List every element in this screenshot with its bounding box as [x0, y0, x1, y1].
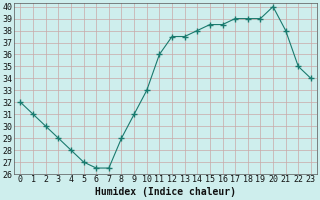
X-axis label: Humidex (Indice chaleur): Humidex (Indice chaleur) [95, 187, 236, 197]
